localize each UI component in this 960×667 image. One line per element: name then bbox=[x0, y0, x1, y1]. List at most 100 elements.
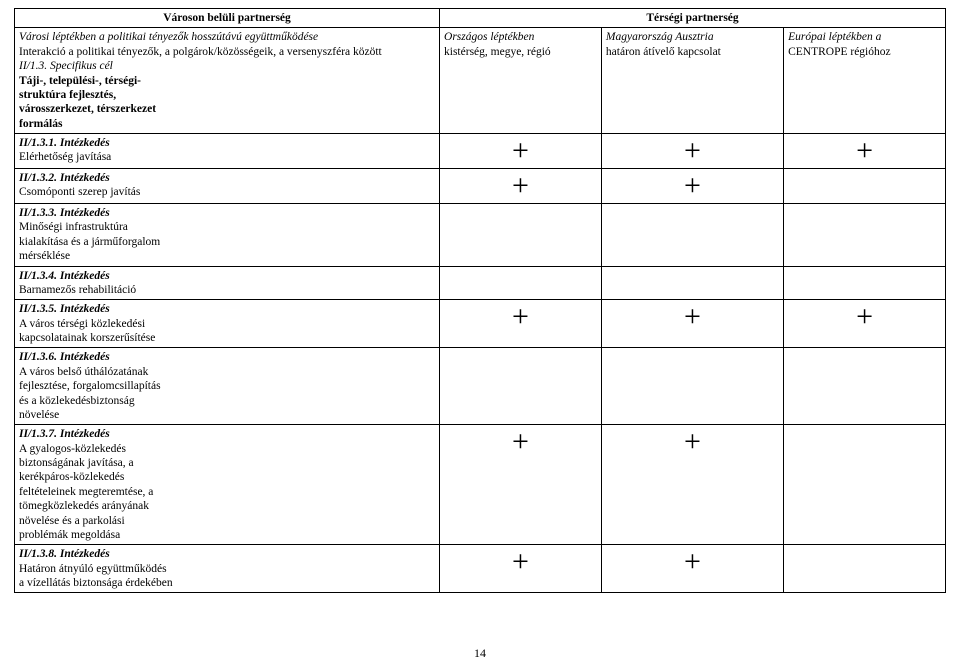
header-left-sub-line1: Városi léptékben a politikai tényezők ho… bbox=[19, 31, 318, 43]
plus-icon: + bbox=[684, 425, 701, 458]
mark-cell: + bbox=[601, 545, 783, 593]
row-label-body-line: feltételeinek megteremtése, a bbox=[19, 486, 153, 498]
row-label-body-line: Csomóponti szerep javítás bbox=[19, 186, 140, 198]
row-label-head: II/1.3.5. Intézkedés bbox=[19, 303, 110, 315]
row-label-body-line: a vízellátás biztonsága érdekében bbox=[19, 577, 173, 589]
mark-cell: + bbox=[784, 300, 946, 348]
row-label-body-line: növelése és a parkolási bbox=[19, 515, 125, 527]
row-label-body-line: városszerkezet, térszerkezet bbox=[19, 103, 156, 115]
partnership-table: Városon belüli partnerség Térségi partne… bbox=[14, 8, 946, 593]
mark-cell bbox=[601, 204, 783, 267]
mark-cell bbox=[601, 348, 783, 425]
table-row: II/1.3.7. Intézkedés A gyalogos-közlekedé… bbox=[15, 425, 946, 545]
table-row: II/1.3.8. Intézkedés Határon átnyúló együ… bbox=[15, 545, 946, 593]
row-label-body-line: kapcsolatainak korszerűsítése bbox=[19, 332, 155, 344]
row-label-body-line: és a közlekedésbiztonság bbox=[19, 395, 135, 407]
mark-cell bbox=[440, 204, 602, 267]
row-label-body-line: A város belső úthálózatának bbox=[19, 366, 148, 378]
row-label-body-line: A gyalogos-közlekedés bbox=[19, 443, 126, 455]
header-col1-line2: kistérség, megye, régió bbox=[444, 46, 551, 58]
plus-icon: + bbox=[856, 134, 873, 167]
mark-cell: + bbox=[601, 300, 783, 348]
mark-cell bbox=[784, 169, 946, 204]
row-label-body-line: formálás bbox=[19, 118, 62, 130]
row-label-body-line: mérséklése bbox=[19, 250, 70, 262]
header-left-sub-line2: Interakció a politikai tényezők, a polgá… bbox=[19, 46, 382, 58]
row-label-cell: II/1.3.4. Intézkedés Barnamezős rehabilit… bbox=[15, 266, 440, 300]
row-label-body-line: Elérhetőség javítása bbox=[19, 151, 111, 163]
table-body: II/1.3.1. Intézkedés Elérhetőség javítása… bbox=[15, 134, 946, 593]
table-row: II/1.3.3. Intézkedés Minőségi infrastrukt… bbox=[15, 204, 946, 267]
row-label-body-line: fejlesztése, forgalomcsillapítás bbox=[19, 380, 161, 392]
plus-icon: + bbox=[512, 545, 529, 578]
row-label-cell: II/1.3.5. Intézkedés A város térségi közl… bbox=[15, 300, 440, 348]
mark-cell bbox=[784, 204, 946, 267]
row-label-cell: II/1.3.3. Intézkedés Minőségi infrastrukt… bbox=[15, 204, 440, 267]
row-label-body-line: struktúra fejlesztés, bbox=[19, 89, 116, 101]
header-right-title: Térségi partnerség bbox=[440, 9, 946, 28]
page-number: 14 bbox=[0, 646, 960, 661]
row-label-cell: II/1.3.1. Intézkedés Elérhetőség javítása bbox=[15, 134, 440, 169]
mark-cell: + bbox=[440, 134, 602, 169]
mark-cell bbox=[784, 348, 946, 425]
mark-cell: + bbox=[784, 134, 946, 169]
mark-cell bbox=[784, 425, 946, 545]
mark-cell bbox=[440, 266, 602, 300]
row-label-cell: II/1.3.8. Intézkedés Határon átnyúló együ… bbox=[15, 545, 440, 593]
plus-icon: + bbox=[512, 134, 529, 167]
row-label-head: II/1.3.1. Intézkedés bbox=[19, 137, 110, 149]
row-label-head: II/1.3.8. Intézkedés bbox=[19, 548, 110, 560]
mark-cell bbox=[784, 545, 946, 593]
row-label-body-line: tömegközlekedés arányának bbox=[19, 500, 149, 512]
header-col3-line2: CENTROPE régióhoz bbox=[788, 46, 891, 58]
row-label-head: II/1.3.6. Intézkedés bbox=[19, 351, 110, 363]
plus-icon: + bbox=[856, 300, 873, 333]
plus-icon: + bbox=[684, 134, 701, 167]
mark-cell: + bbox=[601, 425, 783, 545]
header-col2-line1: Magyarország Ausztria bbox=[606, 31, 714, 43]
row-label-cell: II/1.3.7. Intézkedés A gyalogos-közlekedé… bbox=[15, 425, 440, 545]
mark-cell: + bbox=[440, 545, 602, 593]
mark-cell: + bbox=[601, 134, 783, 169]
row-label-head: II/1.3.4. Intézkedés bbox=[19, 270, 110, 282]
table-row: II/1.3.4. Intézkedés Barnamezős rehabilit… bbox=[15, 266, 946, 300]
row-label-body-line: Határon átnyúló együttműködés bbox=[19, 563, 167, 575]
header-left-sub: Városi léptékben a politikai tényezők ho… bbox=[15, 28, 440, 134]
row-label-body-line: A város térségi közlekedési bbox=[19, 318, 145, 330]
plus-icon: + bbox=[684, 545, 701, 578]
page: Városon belüli partnerség Térségi partne… bbox=[0, 0, 960, 667]
plus-icon: + bbox=[512, 169, 529, 202]
mark-cell bbox=[440, 348, 602, 425]
row-label-body-line: Táji-, települési-, térségi- bbox=[19, 75, 141, 87]
plus-icon: + bbox=[512, 300, 529, 333]
row-label-head: II/1.3.2. Intézkedés bbox=[19, 172, 110, 184]
row-label-cell: II/1.3.6. Intézkedés A város belső útháló… bbox=[15, 348, 440, 425]
table-row: II/1.3.2. Intézkedés Csomóponti szerep ja… bbox=[15, 169, 946, 204]
row-label-body-line: kialakítása és a járműforgalom bbox=[19, 236, 160, 248]
row-label-body-line: Minőségi infrastruktúra bbox=[19, 221, 128, 233]
row-label-body-line: Barnamezős rehabilitáció bbox=[19, 284, 136, 296]
header-row-titles: Városon belüli partnerség Térségi partne… bbox=[15, 9, 946, 28]
header-col2-line2: határon átívelő kapcsolat bbox=[606, 46, 721, 58]
header-col3: Európai léptékben a CENTROPE régióhoz bbox=[784, 28, 946, 134]
row-label-head: II/1.3.7. Intézkedés bbox=[19, 428, 110, 440]
table-row: II/1.3.5. Intézkedés A város térségi közl… bbox=[15, 300, 946, 348]
mark-cell: + bbox=[440, 169, 602, 204]
row-label-head: II/1.3.3. Intézkedés bbox=[19, 207, 110, 219]
row-label-head: II/1.3. Specifikus cél bbox=[19, 60, 113, 72]
mark-cell: + bbox=[440, 425, 602, 545]
table-row: II/1.3.1. Intézkedés Elérhetőség javítása… bbox=[15, 134, 946, 169]
header-col2: Magyarország Ausztria határon átívelő ka… bbox=[601, 28, 783, 134]
header-col3-line1: Európai léptékben a bbox=[788, 31, 881, 43]
plus-icon: + bbox=[512, 425, 529, 458]
table-row: II/1.3.6. Intézkedés A város belső útháló… bbox=[15, 348, 946, 425]
row-label-body-line: kerékpáros-közlekedés bbox=[19, 471, 124, 483]
plus-icon: + bbox=[684, 169, 701, 202]
header-col1-line1: Országos léptékben bbox=[444, 31, 534, 43]
mark-cell: + bbox=[601, 169, 783, 204]
plus-icon: + bbox=[684, 300, 701, 333]
row-label-cell: II/1.3.2. Intézkedés Csomóponti szerep ja… bbox=[15, 169, 440, 204]
row-label-body-line: növelése bbox=[19, 409, 59, 421]
row-label-body-line: problémák megoldása bbox=[19, 529, 120, 541]
mark-cell bbox=[601, 266, 783, 300]
